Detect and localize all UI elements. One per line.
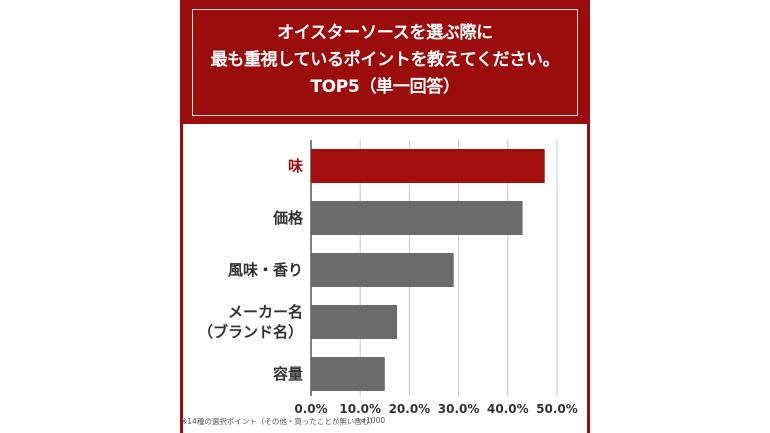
sample-size: n=1000 — [355, 416, 386, 425]
x-tick-label-5: 50.0% — [536, 402, 578, 416]
footnote: ※14種の選択ポイント（その他・買ったことが無い含む） — [181, 417, 377, 426]
title-frame — [192, 9, 578, 116]
bar-1 — [311, 201, 523, 235]
bars — [311, 149, 545, 391]
category-label-1: 価格 — [272, 209, 304, 227]
chart-title: オイスターソースを選ぶ際に 最も重視しているポイントを教えてください。 TOP5… — [210, 23, 560, 97]
category-label-0: 味 — [288, 157, 303, 175]
category-label-3: メーカー名（ブランド名） — [198, 303, 303, 341]
bar-2 — [311, 253, 454, 287]
category-label-4: 容量 — [272, 365, 303, 383]
x-tick-label-3: 30.0% — [438, 402, 480, 416]
bar-0 — [311, 149, 545, 183]
title-banner: オイスターソースを選ぶ際に 最も重視しているポイントを教えてください。 TOP5… — [183, 0, 587, 124]
bar-4 — [311, 357, 385, 391]
bar-3 — [311, 305, 398, 339]
x-tick-label-0: 0.0% — [294, 402, 327, 416]
category-label-2: 風味・香り — [228, 261, 303, 279]
x-tick-label-4: 40.0% — [487, 402, 529, 416]
x-tick-labels: 0.0% 10.0% 20.0% 30.0% 40.0% 50.0% — [294, 402, 577, 416]
x-tick-label-2: 20.0% — [389, 402, 431, 416]
x-tick-label-1: 10.0% — [339, 402, 381, 416]
